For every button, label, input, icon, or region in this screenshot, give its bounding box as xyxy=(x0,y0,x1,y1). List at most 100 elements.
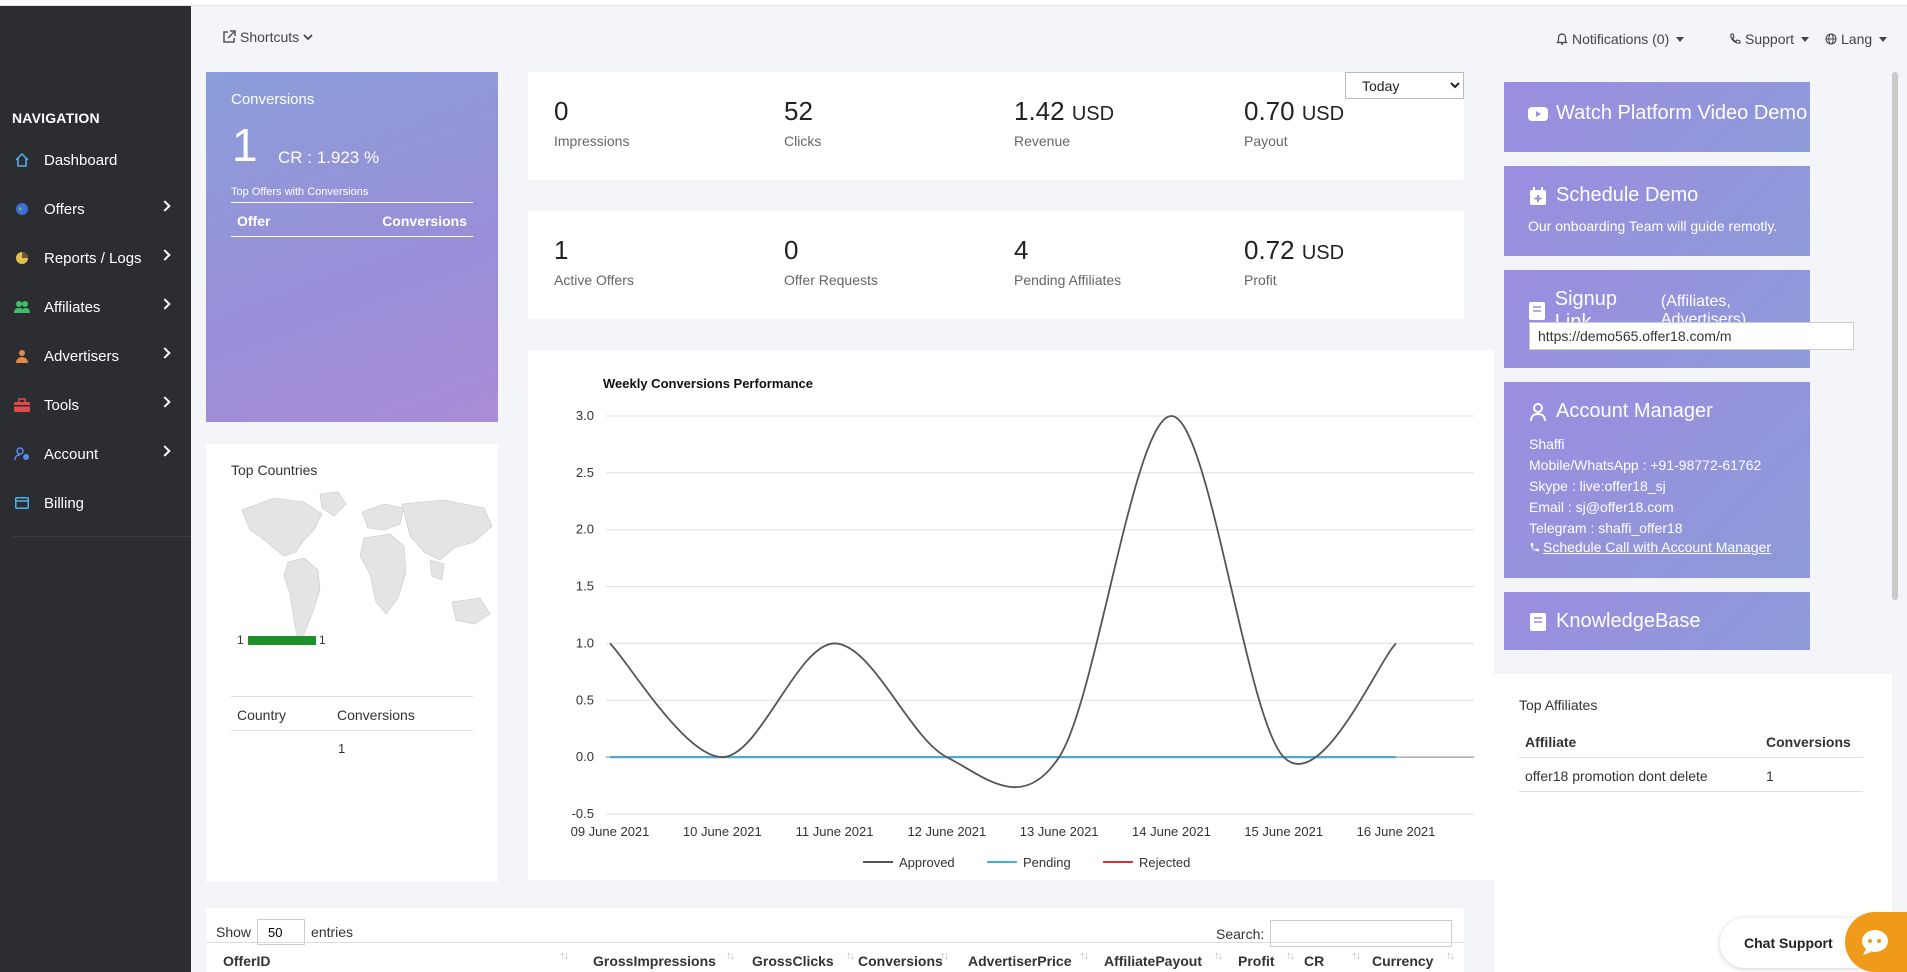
knowledgebase-card[interactable]: KnowledgeBase xyxy=(1504,592,1810,650)
notifications-menu[interactable]: Notifications (0) xyxy=(1556,31,1685,47)
column-header-currency[interactable]: Currency xyxy=(1372,953,1434,969)
stat-value: 52 xyxy=(784,96,813,126)
divider xyxy=(231,730,473,731)
sort-icon[interactable]: ↑↓ xyxy=(1286,950,1295,962)
chart-title: Weekly Conversions Performance xyxy=(603,376,813,391)
video-demo-card[interactable]: Watch Platform Video Demo xyxy=(1504,82,1810,152)
column-header-profit[interactable]: Profit xyxy=(1238,953,1275,969)
entries-select[interactable] xyxy=(257,919,306,945)
sort-icon[interactable]: ↑↓ xyxy=(1214,950,1223,962)
youtube-icon xyxy=(1528,104,1548,124)
signup-link-field[interactable] xyxy=(1529,322,1854,350)
stat-value: 0 xyxy=(554,96,569,126)
divider xyxy=(231,236,473,237)
column-header-affiliatepayout[interactable]: AffiliatePayout xyxy=(1104,953,1203,969)
x-tick-label: 16 June 2021 xyxy=(1357,824,1436,839)
user-icon xyxy=(14,348,30,364)
column-header-offerid[interactable]: OfferID xyxy=(223,953,271,969)
account-manager-line: Telegram : shaffi_offer18 xyxy=(1529,520,1683,536)
y-tick-label: 0.0 xyxy=(576,749,594,764)
sidebar-item-offers[interactable]: Offers xyxy=(0,189,191,229)
shortcuts-menu[interactable]: Shortcuts xyxy=(222,29,313,45)
x-tick-label: 13 June 2021 xyxy=(1020,824,1099,839)
top-offers-subtitle: Top Offers with Conversions xyxy=(231,186,369,198)
schedule-call-link[interactable]: Schedule Call with Account Manager xyxy=(1529,539,1771,555)
affiliate-conversions-cell: 1 xyxy=(1766,768,1774,784)
column-header-conversions[interactable]: Conversions xyxy=(858,953,943,969)
column-header-advertiserprice[interactable]: AdvertiserPrice xyxy=(968,953,1072,969)
stats-card-1: 0 Impressions 52 Clicks 1.42 USD Revenue 0.7… xyxy=(528,72,1464,180)
sort-icon[interactable]: ↑↓ xyxy=(726,950,735,962)
sort-icon[interactable]: ↑↓ xyxy=(1352,950,1361,962)
schedule-call-label: Schedule Call with Account Manager xyxy=(1543,539,1772,555)
pie-chart-icon xyxy=(14,250,30,266)
conversions-card: Conversions 1 CR : 1.923 % Top Offers wi… xyxy=(206,72,498,422)
sidebar-item-affiliates[interactable]: Affiliates xyxy=(0,287,191,327)
top-border xyxy=(0,0,1907,6)
series-line-approved xyxy=(609,415,1397,789)
chart-card: Weekly Conversions Performance 3.0 2.5 2.0 1… xyxy=(528,350,1494,880)
period-select[interactable]: Today xyxy=(1345,72,1464,99)
toolbox-icon xyxy=(14,397,30,413)
sidebar-item-dashboard[interactable]: Dashboard xyxy=(0,140,191,180)
sort-icon[interactable]: ↑↓ xyxy=(1080,950,1089,962)
user-gear-icon xyxy=(14,446,30,462)
chevron-right-icon xyxy=(159,445,171,457)
search-label: Search: xyxy=(1216,925,1265,942)
chevron-right-icon xyxy=(159,200,171,212)
stats-card-2: 1 Active Offers 0 Offer Requests 4 Pending… xyxy=(528,211,1464,319)
stat-impressions: 0 Impressions xyxy=(554,96,629,149)
stat-active-offers: 1 Active Offers xyxy=(554,235,634,288)
column-header-grossclicks[interactable]: GrossClicks xyxy=(752,953,834,969)
right-scrollbar[interactable] xyxy=(1892,72,1898,600)
column-header-cr[interactable]: CR xyxy=(1304,953,1325,969)
stat-unit: USD xyxy=(1301,103,1345,125)
weekly-conversions-chart: Weekly Conversions Performance 3.0 2.5 2.0 1… xyxy=(571,376,1474,870)
schedule-demo-text: Our onboarding Team will guide remotly. xyxy=(1528,218,1778,234)
sort-icon[interactable]: ↑↓ xyxy=(846,950,855,962)
stat-value: 4 xyxy=(1014,235,1029,265)
sort-icon[interactable]: ↑↓ xyxy=(940,950,949,962)
x-tick-label: 14 June 2021 xyxy=(1132,824,1211,839)
stat-pending-affiliates: 4 Pending Affiliates xyxy=(1014,235,1121,288)
divider xyxy=(1519,757,1863,758)
sidebar-item-reports-logs[interactable]: Reports / Logs xyxy=(0,238,191,278)
chat-button[interactable] xyxy=(1845,912,1907,972)
chevron-right-icon xyxy=(159,396,171,408)
sidebar-item-advertisers[interactable]: Advertisers xyxy=(0,336,191,376)
stat-label: Profit xyxy=(1244,272,1277,288)
chat-support-label: Chat Support xyxy=(1744,935,1833,951)
col-affiliate: Affiliate xyxy=(1525,734,1577,750)
sort-icon[interactable]: ↑↓ xyxy=(560,950,569,962)
offers-table-card: Show entries Search: OfferID ↑↓ GrossImpre… xyxy=(206,908,1464,972)
stat-label: Payout xyxy=(1244,133,1288,149)
stat-revenue: 1.42 USD Revenue xyxy=(1014,96,1114,149)
sidebar-item-account[interactable]: Account xyxy=(0,434,191,474)
book-icon xyxy=(1528,301,1547,321)
phone-icon xyxy=(1730,33,1741,44)
sort-icon[interactable]: ↑↓ xyxy=(1446,950,1455,962)
x-tick-label: 11 June 2021 xyxy=(796,824,874,839)
support-menu[interactable]: Support xyxy=(1729,31,1810,47)
sidebar-item-label: Reports / Logs xyxy=(44,249,142,267)
video-demo-label: Watch Platform Video Demo xyxy=(1556,102,1808,124)
chevron-right-icon xyxy=(159,249,171,261)
lang-label: Lang xyxy=(1841,31,1873,47)
legend-max: 1 xyxy=(319,633,326,647)
stat-value: 1.42 xyxy=(1014,96,1065,126)
sidebar-item-billing[interactable]: Billing xyxy=(0,483,191,523)
schedule-demo-card[interactable]: Schedule Demo Our onboarding Team will g… xyxy=(1504,166,1810,256)
phone-icon xyxy=(1530,542,1540,551)
legend-label-approved: Approved xyxy=(899,855,955,870)
lang-menu[interactable]: Lang xyxy=(1825,31,1888,47)
sidebar-item-tools[interactable]: Tools xyxy=(0,385,191,425)
column-header-grossimpressions[interactable]: GrossImpressions xyxy=(593,953,716,969)
col-conversions: Conversions xyxy=(1766,734,1851,750)
stat-label: Clicks xyxy=(784,133,822,149)
entries-label: entries xyxy=(311,924,354,940)
stat-offer-requests: 0 Offer Requests xyxy=(784,235,878,288)
stat-label: Pending Affiliates xyxy=(1014,272,1122,288)
user-tie-icon xyxy=(1528,402,1548,422)
y-tick-label: 1.0 xyxy=(576,635,594,650)
external-link-icon xyxy=(223,30,236,43)
